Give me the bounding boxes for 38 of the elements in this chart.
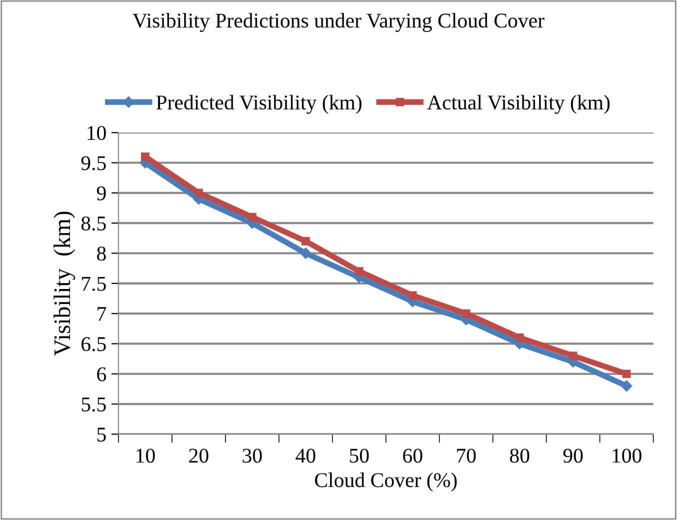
x-axis-title: Cloud Cover (%): [315, 472, 457, 492]
y-tick-label: 9: [96, 186, 106, 200]
y-tick-label: 7.5: [82, 276, 106, 291]
point: [300, 248, 312, 259]
x-tick-label: 90: [563, 448, 583, 463]
x-tick-label: 60: [403, 448, 422, 463]
x-tick-label: 30: [242, 448, 262, 463]
x-tick-label: 70: [457, 448, 476, 463]
y-tick-label: 6: [97, 367, 106, 382]
x-tick-label: 40: [296, 448, 316, 463]
legend-label: Predicted Visibility (km): [156, 94, 362, 114]
y-tick-label: 10: [88, 126, 106, 140]
y-tick-label: 7: [98, 307, 106, 321]
point: [515, 334, 524, 342]
y-axis-title: Visibility (km): [54, 212, 76, 356]
chart-title: Visibility Predictions under Varying Cloud Cover: [132, 13, 544, 32]
y-tick-label: 8: [97, 246, 106, 261]
point: [568, 352, 578, 360]
y-tick-label: 8.5: [81, 216, 106, 231]
point: [141, 152, 150, 161]
point: [302, 237, 310, 246]
x-tick-label: 50: [350, 448, 369, 463]
x-tick-label: 80: [510, 448, 530, 463]
point: [462, 309, 470, 318]
point: [620, 380, 632, 392]
y-tick-label: 5.5: [82, 398, 106, 412]
y-tick-label: 6.5: [82, 337, 106, 352]
point: [408, 291, 417, 300]
legend-label: Actual Visibility (km): [427, 94, 610, 114]
point: [354, 267, 364, 276]
point: [622, 370, 631, 378]
x-tick-label: 20: [189, 448, 208, 463]
point: [194, 188, 203, 198]
x-tick-label: 100: [612, 448, 642, 463]
y-tick-label: 5: [97, 428, 106, 442]
point: [248, 212, 256, 222]
y-tick-label: 9.5: [81, 156, 106, 170]
x-tick-label: 10: [136, 448, 155, 463]
